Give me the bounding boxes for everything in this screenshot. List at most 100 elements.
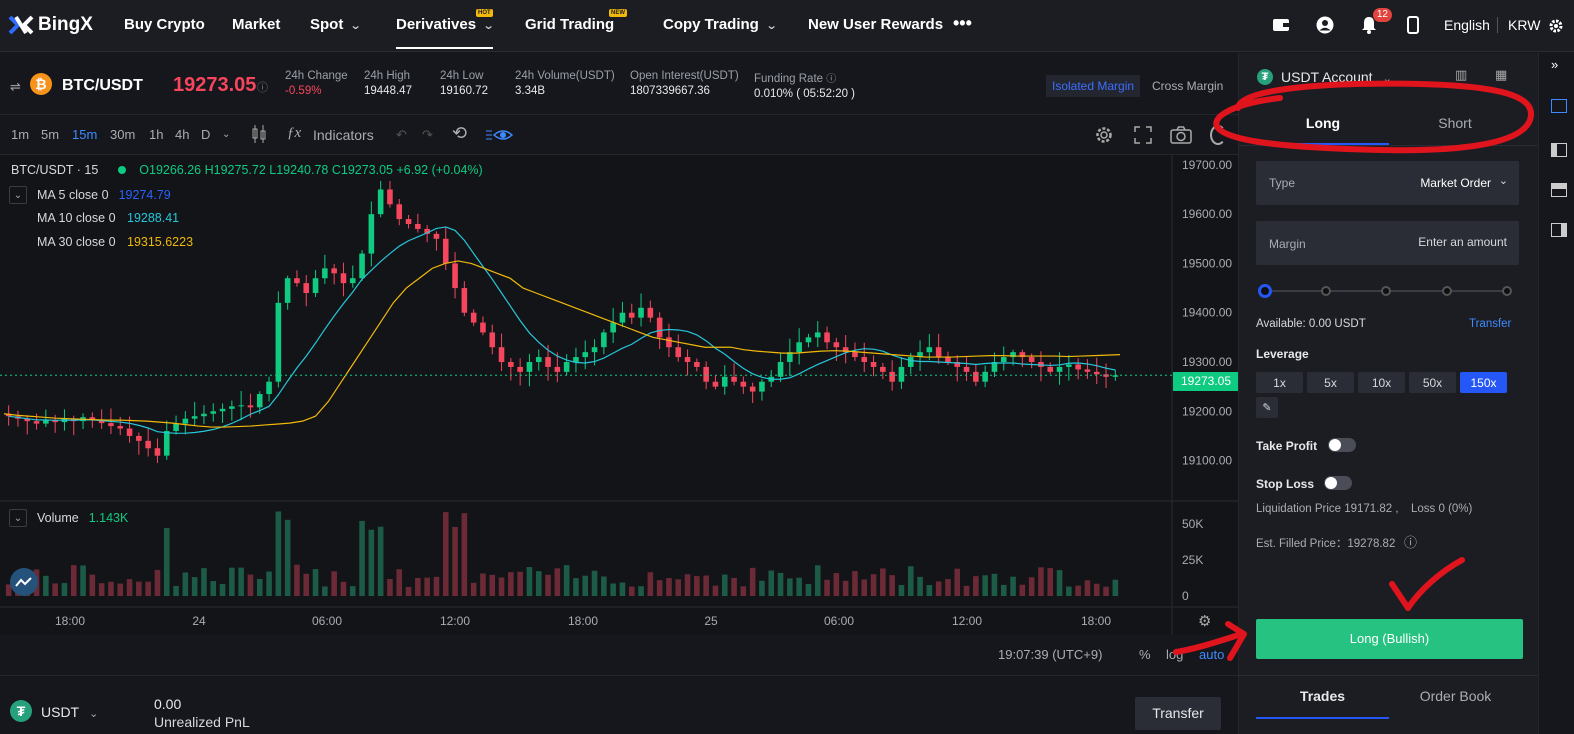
info-icon[interactable]: ⓘ — [1404, 535, 1418, 550]
chevron-down-icon[interactable]: ⌄ — [222, 129, 231, 140]
stat-24h-high: 24h High 19448.47 — [364, 70, 412, 97]
nav-spot[interactable]: Spot ⌄ — [310, 16, 362, 33]
tab-short[interactable]: Short — [1438, 115, 1472, 131]
language-selector[interactable]: English — [1444, 17, 1490, 33]
timeframe-5m[interactable]: 5m — [41, 127, 60, 142]
slider-step[interactable] — [1502, 286, 1512, 296]
ticker-bar: ⇌ ₿ BTC/USDT 19273.05 ⓘ 24h Change -0.59%… — [0, 53, 1238, 115]
undo-icon[interactable]: ↶ — [396, 127, 407, 142]
calculator-icon[interactable]: ▦ — [1495, 67, 1508, 82]
reset-chart-icon[interactable]: ⟲ — [452, 123, 468, 143]
screenshot-camera-icon[interactable] — [1170, 125, 1192, 148]
stat-label: 24h High — [364, 70, 411, 82]
layout-4-icon[interactable] — [1551, 223, 1567, 237]
auto-scale-button[interactable]: auto — [1199, 647, 1225, 662]
volume-bar — [219, 584, 226, 596]
nav-grid-trading[interactable]: Grid Trading NEW — [525, 9, 627, 33]
isolated-margin-button[interactable]: Isolated Margin — [1046, 75, 1141, 97]
bitcoin-icon: ₿ — [30, 73, 52, 95]
price-info-icon[interactable]: ⓘ — [257, 82, 268, 94]
timeframe-4h[interactable]: 4h — [175, 127, 190, 142]
transfer-link[interactable]: Transfer — [1469, 318, 1512, 330]
nav-derivatives[interactable]: Derivatives ⌄ HOT — [396, 9, 495, 49]
candle-body — [712, 381, 719, 387]
mobile-app-icon[interactable] — [1402, 14, 1424, 36]
visibility-eye-icon[interactable] — [486, 127, 514, 146]
volume-bar — [247, 574, 254, 596]
volume-bar — [1056, 570, 1063, 596]
volume-bar — [628, 586, 635, 596]
timeframe-1h[interactable]: 1h — [149, 127, 164, 142]
order-layout-icon[interactable]: ▥ — [1455, 67, 1468, 82]
tradingview-logo-icon[interactable] — [10, 568, 38, 596]
long-bullish-button[interactable]: Long (Bullish) — [1256, 619, 1523, 659]
indicators-button[interactable]: Indicators — [313, 127, 374, 143]
volume-bar — [266, 571, 272, 596]
info-icon[interactable]: ⓘ — [826, 74, 837, 85]
leverage-150x[interactable]: 150x — [1460, 372, 1507, 393]
clock-icon[interactable] — [1210, 125, 1226, 145]
stat-24h-change: 24h Change -0.59% — [285, 70, 348, 97]
volume-bar — [545, 574, 551, 596]
nav-market[interactable]: Market — [232, 16, 281, 33]
trading-pair[interactable]: BTC/USDT — [62, 77, 143, 94]
fullscreen-icon[interactable] — [1133, 125, 1153, 148]
slider-step[interactable] — [1442, 286, 1452, 296]
currency-selector[interactable]: KRW — [1508, 17, 1541, 33]
swap-pairs-icon[interactable]: ⇌ — [10, 79, 21, 94]
margin-input[interactable]: Margin Enter an amount — [1256, 221, 1519, 265]
collapse-panel-icon[interactable]: » — [1551, 57, 1559, 72]
wallet-icon[interactable] — [1270, 14, 1292, 36]
asset-selector[interactable]: USDT ⌄ — [41, 704, 98, 720]
collapse-volume-icon[interactable]: ⌄ — [9, 509, 27, 527]
timeframe-1m[interactable]: 1m — [11, 127, 30, 142]
time-axis-tick: 12:00 — [952, 614, 982, 628]
fx-icon[interactable]: ƒx — [287, 125, 302, 141]
slider-step[interactable] — [1381, 286, 1391, 296]
log-scale-button[interactable]: log — [1166, 647, 1184, 662]
candle-type-icon[interactable] — [251, 123, 267, 148]
chart-settings-icon[interactable] — [1094, 125, 1114, 148]
brand-logo[interactable]: BingX — [8, 12, 93, 38]
leverage-5x[interactable]: 5x — [1307, 372, 1354, 393]
nav-copy-trading[interactable]: Copy Trading ⌄ — [663, 16, 777, 33]
order-type-select[interactable]: Type Market Order ⌄ — [1256, 161, 1519, 205]
settings-gear-icon[interactable] — [1545, 15, 1567, 37]
volume-bar — [387, 578, 393, 596]
timeframe-d[interactable]: D — [201, 127, 211, 142]
candle-body — [424, 228, 430, 234]
layout-2-icon[interactable] — [1551, 143, 1567, 157]
slider-handle[interactable] — [1258, 284, 1272, 298]
notification-bell-icon[interactable]: 12 — [1358, 8, 1392, 36]
nav-buy-crypto[interactable]: Buy Crypto — [124, 16, 205, 33]
leverage-50x[interactable]: 50x — [1409, 372, 1456, 393]
slider-step[interactable] — [1321, 286, 1331, 296]
leverage-1x[interactable]: 1x — [1256, 372, 1303, 393]
tab-long[interactable]: Long — [1257, 101, 1389, 145]
candle-body — [1019, 352, 1026, 358]
candlestick-chart[interactable]: 19700.00 19600.00 19500.00 19400.00 19300.00… — [0, 155, 1238, 635]
collapse-legend-icon[interactable]: ⌄ — [9, 186, 27, 204]
cross-margin-button[interactable]: Cross Margin — [1152, 79, 1224, 93]
candle-body — [452, 263, 458, 289]
chevron-down-icon: ⌄ — [349, 20, 362, 32]
layout-1-icon[interactable] — [1551, 99, 1567, 113]
tab-trades[interactable]: Trades — [1256, 675, 1389, 719]
nav-new-user-rewards[interactable]: New User Rewards — [808, 16, 944, 33]
redo-icon[interactable]: ↷ — [422, 127, 433, 142]
account-selector[interactable]: USDT Account ⌄ — [1281, 69, 1392, 85]
stop-loss-toggle[interactable] — [1324, 476, 1352, 490]
tab-order-book[interactable]: Order Book — [1419, 688, 1492, 704]
timeframe-15m[interactable]: 15m — [72, 127, 98, 142]
layout-3-icon[interactable] — [1551, 183, 1567, 197]
transfer-button-bottom[interactable]: Transfer — [1135, 697, 1221, 730]
timeframe-30m[interactable]: 30m — [110, 127, 136, 142]
leverage-10x[interactable]: 10x — [1358, 372, 1405, 393]
edit-leverage-pencil-icon[interactable]: ✎ — [1256, 397, 1278, 418]
more-menu-icon[interactable]: ••• — [953, 13, 972, 33]
volume-bar — [982, 575, 988, 596]
take-profit-toggle[interactable] — [1328, 438, 1356, 452]
axis-settings-gear-icon[interactable]: ⚙ — [1198, 613, 1212, 630]
percent-scale-button[interactable]: % — [1139, 647, 1151, 662]
user-account-icon[interactable] — [1314, 14, 1336, 36]
